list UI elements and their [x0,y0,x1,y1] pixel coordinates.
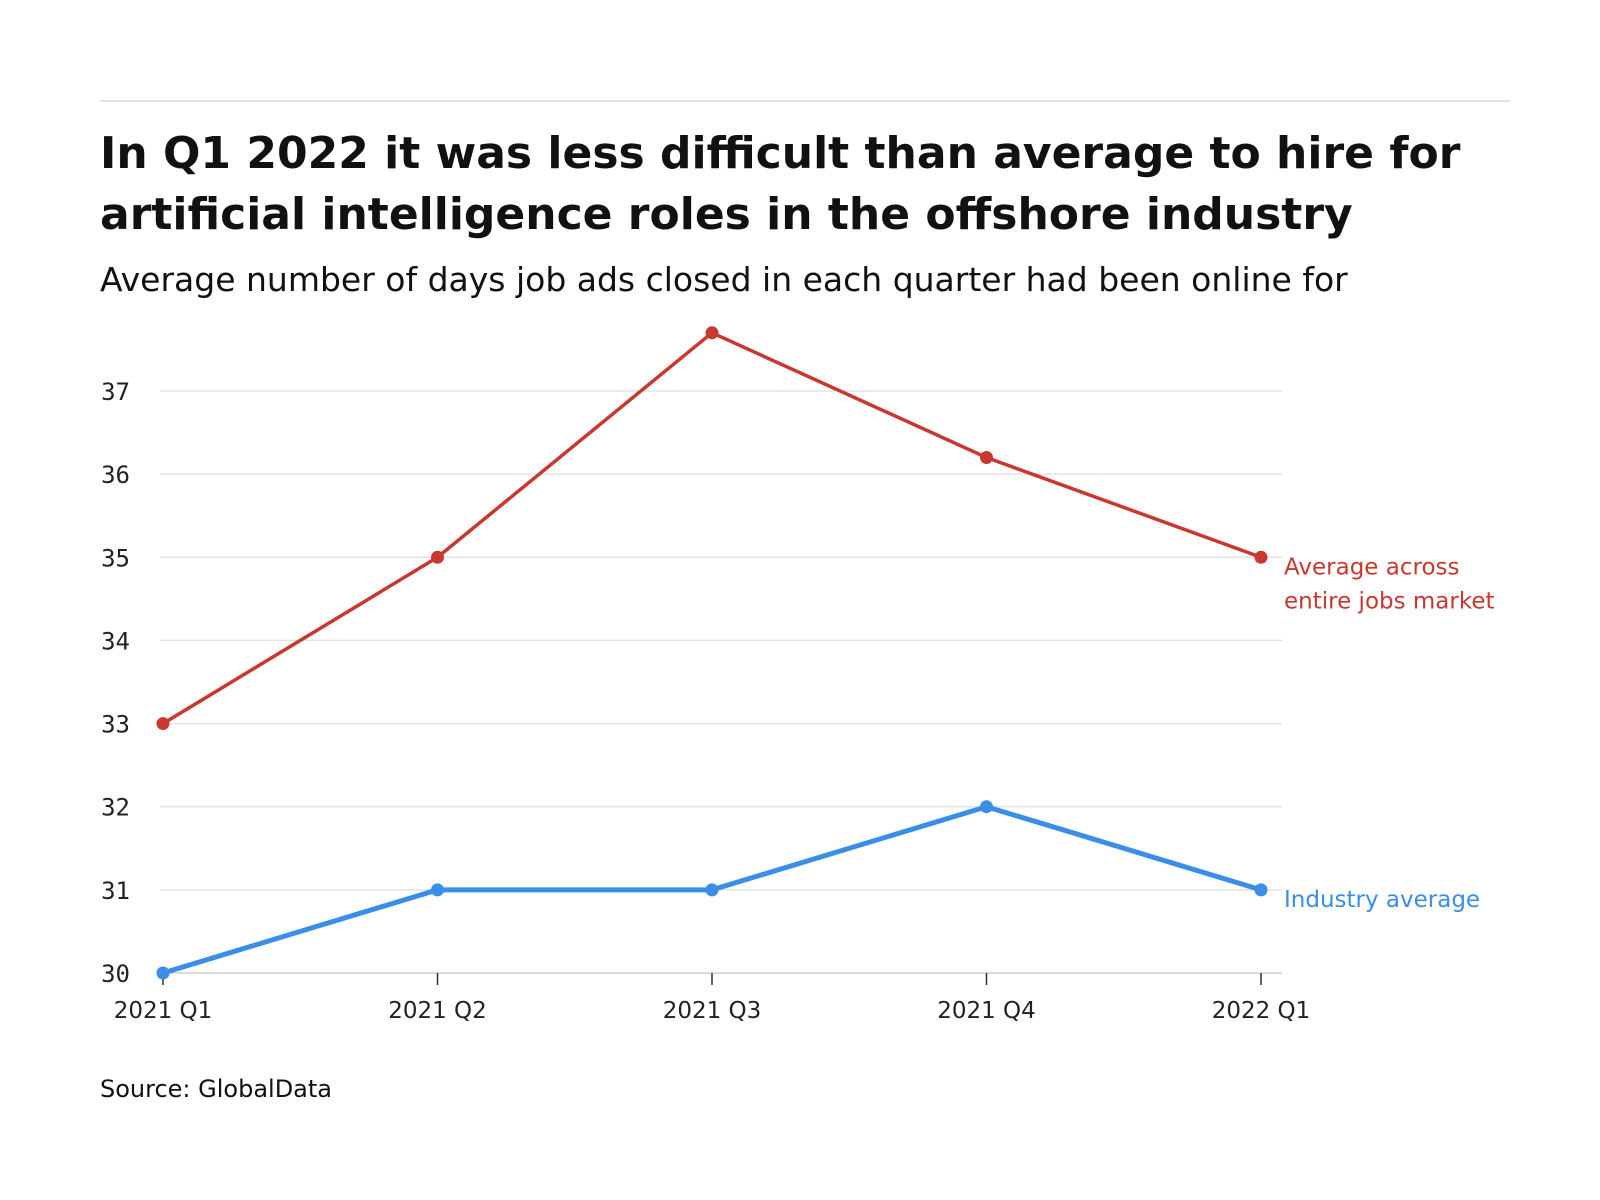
x-tick-label: 2021 Q3 [663,998,762,1024]
industry-average-point [1254,883,1268,897]
y-tick-label: 31 [101,877,130,905]
y-tick-label: 36 [101,461,130,489]
y-tick-label: 34 [101,627,130,655]
y-tick-label: 30 [101,960,130,988]
market-average-point [431,550,444,564]
x-tick-label: 2021 Q4 [937,998,1036,1024]
chart-subtitle: Average number of days job ads closed in… [100,260,1348,299]
market-average-point [156,717,170,731]
industry-average-point [705,883,719,897]
market-average-point [1254,550,1268,564]
chart-title: In Q1 2022 it was less difficult than av… [100,128,1461,240]
industry-average-point [156,966,170,980]
gridlines [160,390,1282,974]
y-axis: 30 31 32 33 34 35 36 37 [101,378,130,988]
industry-average-point [980,800,993,814]
source-note: Source: GlobalData [100,1075,333,1103]
y-tick-label: 32 [101,794,130,822]
series-lines [156,326,1268,980]
top-divider [100,100,1510,102]
x-tick-label: 2021 Q1 [114,998,213,1024]
industry-average-label: Industry average [1284,887,1480,913]
market-average-label: entire jobs market [1284,588,1495,614]
y-tick-label: 33 [101,711,130,739]
y-tick-label: 35 [101,544,130,572]
x-axis: 2021 Q1 2021 Q2 2021 Q3 2021 Q4 2022 Q1 [114,973,1311,1024]
x-tick-label: 2021 Q2 [388,998,487,1024]
x-tick-label: 2022 Q1 [1212,998,1311,1024]
y-tick-label: 37 [101,378,130,406]
series-labels: Average across entire jobs market Industry… [1284,554,1495,913]
market-average-label: Average across [1284,554,1460,580]
market-average-point [980,451,993,465]
industry-average-point [431,883,444,897]
market-average-point [705,326,719,340]
